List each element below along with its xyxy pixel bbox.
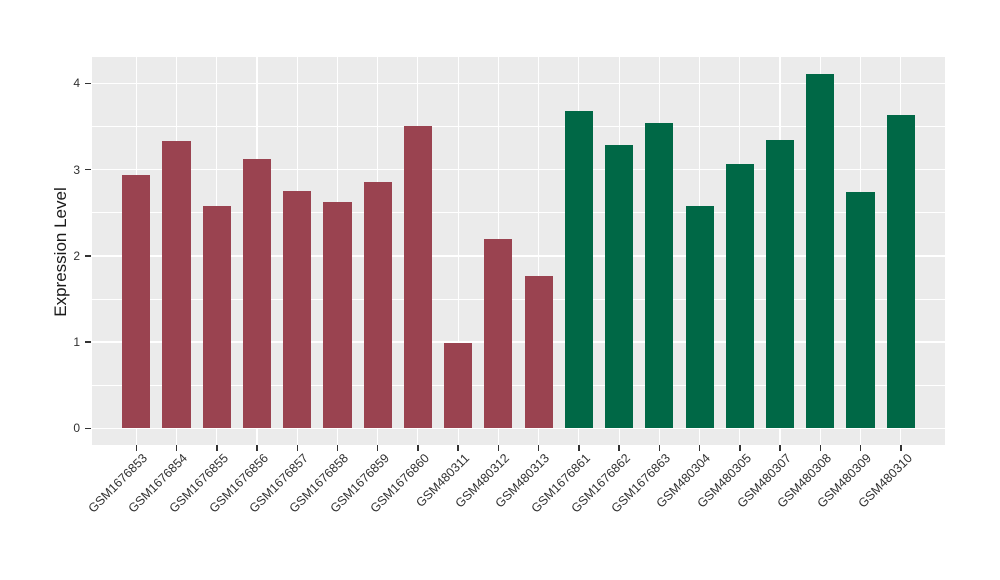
- gridline-minor-1.5: [92, 298, 945, 300]
- bar-GSM480308: [806, 73, 835, 429]
- gridline-minor-0.5: [92, 384, 945, 386]
- x-tick-GSM1676858: [336, 445, 339, 451]
- bar-GSM1676860: [403, 125, 432, 429]
- bar-GSM1676861: [564, 110, 593, 429]
- gridline-minor-2.5: [92, 212, 945, 214]
- x-tick-GSM1676863: [658, 445, 661, 451]
- bar-GSM1676858: [323, 202, 352, 429]
- x-tick-GSM1676859: [376, 445, 379, 451]
- x-tick-GSM480313: [537, 445, 540, 451]
- y-tick-2: [85, 255, 91, 257]
- gridline-major-3: [92, 168, 945, 171]
- bar-GSM1676855: [202, 205, 231, 429]
- bar-GSM1676854: [162, 141, 191, 429]
- y-tick-label-3: 3: [73, 162, 80, 177]
- gridline-major-0: [92, 427, 945, 430]
- gridline-major-1: [92, 341, 945, 343]
- bar-GSM1676862: [605, 145, 634, 429]
- bar-GSM480307: [766, 140, 795, 429]
- x-tick-GSM1676861: [578, 445, 580, 451]
- bar-GSM1676863: [645, 123, 674, 429]
- x-tick-GSM480311: [457, 445, 459, 451]
- y-tick-label-2: 2: [73, 248, 80, 263]
- bar-GSM480312: [484, 239, 513, 429]
- x-tick-GSM1676860: [417, 445, 419, 451]
- x-tick-GSM1676853: [135, 445, 137, 451]
- x-tick-GSM1676856: [256, 445, 258, 451]
- x-tick-GSM480305: [739, 445, 741, 451]
- plot-panel: [92, 57, 945, 445]
- x-tick-GSM480308: [819, 445, 821, 451]
- bar-GSM480305: [725, 164, 754, 429]
- y-tick-3: [85, 168, 91, 171]
- x-tick-GSM1676857: [296, 445, 298, 451]
- x-tick-GSM480304: [698, 445, 701, 451]
- bar-GSM480310: [886, 115, 915, 429]
- x-tick-GSM1676855: [216, 445, 218, 451]
- x-tick-GSM480309: [859, 445, 862, 451]
- bar-GSM480311: [444, 342, 473, 429]
- y-tick-label-1: 1: [73, 335, 80, 350]
- x-tick-GSM480310: [900, 445, 902, 451]
- bar-GSM1676853: [122, 174, 151, 429]
- y-tick-label-0: 0: [73, 421, 80, 436]
- bar-GSM1676856: [242, 159, 272, 429]
- y-tick-4: [85, 82, 91, 85]
- x-tick-GSM1676854: [175, 445, 178, 451]
- x-tick-GSM1676862: [618, 445, 620, 451]
- gridline-x-GSM480311: [457, 57, 459, 445]
- bar-GSM480313: [524, 275, 553, 429]
- bar-GSM480304: [685, 205, 714, 429]
- y-tick-1: [85, 341, 91, 343]
- gridline-major-2: [92, 255, 945, 257]
- bar-GSM1676857: [283, 191, 312, 429]
- gridline-x-GSM480313: [538, 57, 540, 445]
- x-tick-GSM480312: [497, 445, 500, 451]
- bar-GSM1676859: [363, 181, 392, 429]
- bar-GSM480309: [846, 192, 875, 429]
- y-tick-label-4: 4: [73, 76, 80, 91]
- gridline-major-4: [92, 82, 945, 85]
- x-tick-GSM480307: [779, 445, 781, 451]
- gridline-minor-3.5: [92, 126, 945, 127]
- y-tick-0: [85, 427, 91, 430]
